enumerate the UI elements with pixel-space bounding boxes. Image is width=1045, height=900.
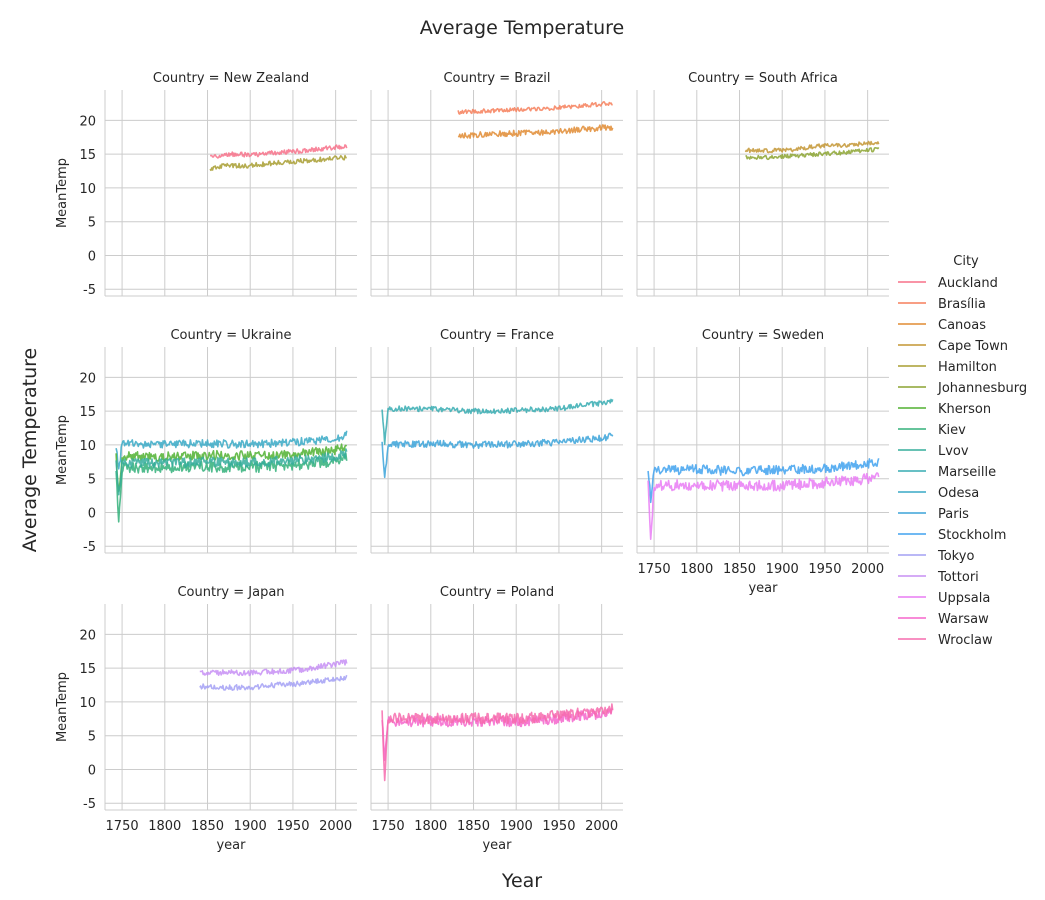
facet-title: Country = New Zealand xyxy=(153,71,309,86)
y-tick-label: 5 xyxy=(88,730,96,745)
series-line-cape-town xyxy=(744,140,880,154)
y-axis-super-label: Average Temperature xyxy=(19,348,41,552)
legend-label-tokyo: Tokyo xyxy=(937,549,974,564)
facet-title: Country = Japan xyxy=(177,585,284,600)
facet-title: Country = Poland xyxy=(440,585,554,600)
x-tick-label: 1900 xyxy=(766,562,799,577)
legend: City Auckland Brasília Canoas Cape Town Hami… xyxy=(898,254,1027,648)
y-tick-label: 10 xyxy=(79,696,96,711)
x-tick-label: 1900 xyxy=(500,819,533,834)
facet-ukraine: -5 0 5 10 15 20 MeanTemp Country = Ukraine xyxy=(55,328,357,555)
series-line-uppsala xyxy=(647,472,880,540)
legend-label-tottori: Tottori xyxy=(937,570,979,585)
x-tick-label: 1800 xyxy=(680,562,713,577)
facet-poland: 1750 1800 1850 1900 1950 2000 year Country = Po… xyxy=(370,585,623,853)
legend-label-johannesburg: Johannesburg xyxy=(937,381,1027,396)
legend-label-stockholm: Stockholm xyxy=(938,528,1006,543)
series-line-bras-lia xyxy=(457,101,613,115)
x-tick-label: 1950 xyxy=(542,819,575,834)
facet-south-africa: Country = South Africa xyxy=(636,71,889,297)
series-line-stockholm xyxy=(647,458,880,504)
x-tick-label: 1950 xyxy=(276,819,309,834)
x-tick-label: 1850 xyxy=(191,819,224,834)
facet-sweden: 1750 1800 1850 1900 1950 2000 year Country = Sw… xyxy=(636,328,889,596)
legend-label-bras-lia: Brasília xyxy=(938,297,986,312)
legend-title: City xyxy=(953,254,979,269)
legend-label-auckland: Auckland xyxy=(938,276,998,291)
y-tick-label: 0 xyxy=(88,249,96,264)
legend-label-wroclaw: Wroclaw xyxy=(938,633,993,648)
facet-title: Country = Ukraine xyxy=(170,328,291,343)
legend-label-paris: Paris xyxy=(938,507,969,522)
series-line-paris xyxy=(381,432,614,479)
facet-grid: -5 0 5 10 15 20 MeanTemp Country = New Zealand C… xyxy=(55,71,889,853)
legend-label-canoas: Canoas xyxy=(938,318,986,333)
series-line-johannesburg xyxy=(745,146,880,161)
x-tick-label: 1850 xyxy=(457,819,490,834)
x-tick-label: 1900 xyxy=(234,819,267,834)
y-axis-label: MeanTemp xyxy=(55,158,70,228)
y-tick-label: 0 xyxy=(88,763,96,778)
x-tick-label: 1950 xyxy=(808,562,841,577)
series-line-canoas xyxy=(457,124,614,139)
y-tick-label: 5 xyxy=(88,473,96,488)
y-axis-label: MeanTemp xyxy=(55,672,70,742)
legend-label-odesa: Odesa xyxy=(938,486,979,501)
y-axis-label: MeanTemp xyxy=(55,415,70,485)
facet-japan: -5 0 5 10 15 20 MeanTemp 1750 1800 1850 1900 1950 20… xyxy=(55,585,357,853)
y-tick-label: 0 xyxy=(88,506,96,521)
x-axis-label: year xyxy=(748,581,778,596)
facet-title: Country = France xyxy=(440,328,554,343)
series-line-lvov xyxy=(115,448,348,496)
x-tick-label: 1750 xyxy=(638,562,671,577)
legend-label-warsaw: Warsaw xyxy=(938,612,989,627)
y-tick-label: 10 xyxy=(79,439,96,454)
series-line-wroclaw xyxy=(381,703,614,782)
legend-label-hamilton: Hamilton xyxy=(938,360,997,375)
chart-title: Average Temperature xyxy=(420,17,624,39)
facet-title: Country = South Africa xyxy=(688,71,838,86)
legend-label-kiev: Kiev xyxy=(938,423,966,438)
y-tick-label: -5 xyxy=(83,540,96,555)
x-axis-super-label: Year xyxy=(501,870,542,892)
x-tick-label: 2000 xyxy=(585,819,618,834)
x-tick-label: 1850 xyxy=(723,562,756,577)
x-tick-label: 1750 xyxy=(106,819,139,834)
series-line-tokyo xyxy=(199,674,348,691)
x-axis-label: year xyxy=(482,838,512,853)
series-line-odesa xyxy=(115,430,348,470)
legend-label-marseille: Marseille xyxy=(938,465,996,480)
x-tick-label: 2000 xyxy=(319,819,352,834)
legend-label-lvov: Lvov xyxy=(938,444,969,459)
y-tick-label: -5 xyxy=(83,283,96,298)
facet-brazil: Country = Brazil xyxy=(370,71,623,297)
facet-title: Country = Brazil xyxy=(443,71,550,86)
y-tick-label: 15 xyxy=(79,405,96,420)
y-tick-label: 15 xyxy=(79,662,96,677)
series-line-hamilton xyxy=(209,154,347,172)
y-tick-label: 20 xyxy=(79,371,96,386)
legend-label-uppsala: Uppsala xyxy=(938,591,990,606)
x-tick-label: 1750 xyxy=(372,819,405,834)
facet-new-zealand: -5 0 5 10 15 20 MeanTemp Country = New Zealand xyxy=(55,71,357,298)
x-tick-label: 1800 xyxy=(148,819,181,834)
y-tick-label: 10 xyxy=(79,182,96,197)
legend-label-kherson: Kherson xyxy=(938,402,991,417)
series-line-marseille xyxy=(381,398,614,445)
legend-label-cape-town: Cape Town xyxy=(938,339,1008,354)
facet-france: Country = France xyxy=(370,328,623,554)
facet-title: Country = Sweden xyxy=(702,328,824,343)
series-line-tottori xyxy=(199,659,348,677)
x-tick-label: 2000 xyxy=(851,562,884,577)
series-line-auckland xyxy=(210,144,348,159)
y-tick-label: -5 xyxy=(83,797,96,812)
y-tick-label: 15 xyxy=(79,148,96,163)
y-tick-label: 20 xyxy=(79,114,96,129)
y-tick-label: 5 xyxy=(88,216,96,231)
x-tick-label: 1800 xyxy=(414,819,447,834)
x-axis-label: year xyxy=(216,838,246,853)
y-tick-label: 20 xyxy=(79,628,96,643)
